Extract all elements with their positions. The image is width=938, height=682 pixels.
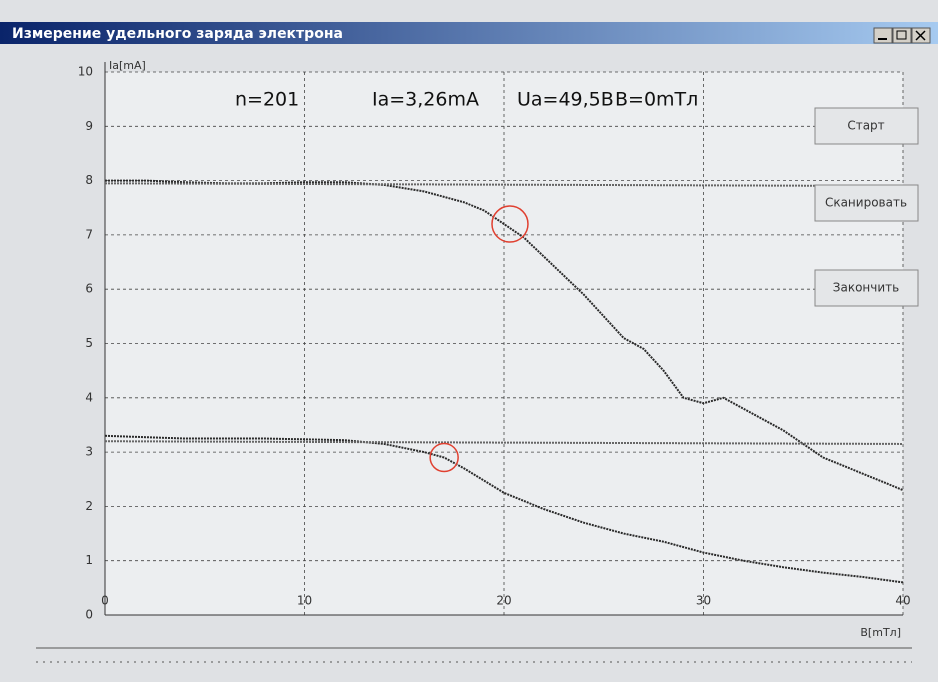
- button-face[interactable]: [814, 184, 919, 222]
- status-text: Ua=49,5B: [517, 89, 614, 111]
- title-bar: [0, 22, 938, 44]
- highlight-circle: [429, 442, 459, 473]
- y-tick-label: 0: [85, 608, 93, 622]
- window-title: Измерение удельного заряда электрона: [12, 26, 343, 42]
- x-axis-label: B[mTл]: [860, 626, 901, 639]
- y-tick-label: 4: [85, 390, 93, 404]
- button-label[interactable]: Сканировать: [825, 196, 907, 210]
- y-tick-label: 7: [85, 227, 93, 241]
- status-text: n=201: [235, 89, 299, 111]
- slider[interactable]: [36, 647, 912, 663]
- y-tick-label: 3: [85, 445, 93, 459]
- y-tick-label: 5: [85, 336, 93, 350]
- y-tick-label: 1: [85, 553, 93, 567]
- y-tick-label: 8: [85, 173, 93, 187]
- data-line: [104, 182, 904, 188]
- y-tick-label: 10: [78, 65, 93, 79]
- status-text: B=0mTл: [615, 89, 698, 111]
- button[interactable]: Закончить: [814, 269, 919, 307]
- y-axis-label: Ia[mA]: [109, 59, 146, 72]
- y-tick-label: 9: [85, 119, 93, 133]
- status-text: Ia=3,26mA: [372, 89, 479, 111]
- highlight-circle: [491, 205, 529, 243]
- data-line: [104, 434, 904, 584]
- y-tick-label: 2: [85, 499, 93, 513]
- button[interactable]: Старт: [814, 107, 919, 145]
- data-line: [104, 440, 904, 445]
- button-face[interactable]: [814, 269, 919, 307]
- button[interactable]: Сканировать: [814, 184, 919, 222]
- window-controls[interactable]: [873, 27, 931, 44]
- button-label[interactable]: Старт: [847, 119, 884, 133]
- button-label[interactable]: Закончить: [833, 281, 899, 295]
- button-face[interactable]: [814, 107, 919, 145]
- y-tick-label: 6: [85, 282, 93, 296]
